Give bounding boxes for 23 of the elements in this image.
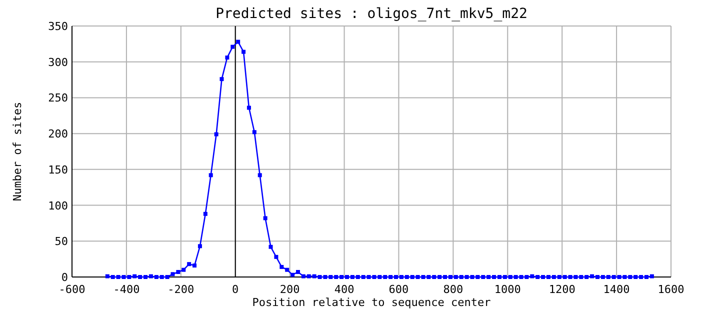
y-tick-label: 200	[48, 128, 68, 141]
y-tick-label: 350	[48, 20, 68, 33]
x-tick-label: 0	[232, 283, 239, 296]
x-tick-label: 1200	[548, 283, 576, 296]
x-tick-label: 400	[334, 283, 354, 296]
y-tick-label: 300	[48, 56, 68, 69]
chart-title: Predicted sites : oligos_7nt_mkv5_m22	[216, 6, 528, 22]
x-tick-label: -200	[168, 283, 194, 296]
y-tick-label: 250	[48, 92, 68, 105]
x-tick-label: 1000	[494, 283, 521, 296]
y-tick-label: 0	[61, 271, 68, 284]
x-tick-label: 800	[443, 283, 464, 296]
x-tick-label: 600	[388, 283, 409, 296]
y-tick-label: 150	[48, 163, 68, 176]
y-tick-label: 50	[54, 235, 68, 248]
x-tick-label: 1400	[603, 283, 630, 296]
x-axis-title: Position relative to sequence center	[252, 296, 492, 309]
y-tick-label: 100	[48, 199, 68, 212]
x-tick-label: -600	[58, 283, 86, 296]
x-tick-label: -400	[113, 283, 140, 296]
x-tick-label: 200	[280, 283, 300, 296]
y-axis-title: Number of sites	[11, 102, 24, 202]
x-tick-label: 1600	[658, 283, 684, 296]
